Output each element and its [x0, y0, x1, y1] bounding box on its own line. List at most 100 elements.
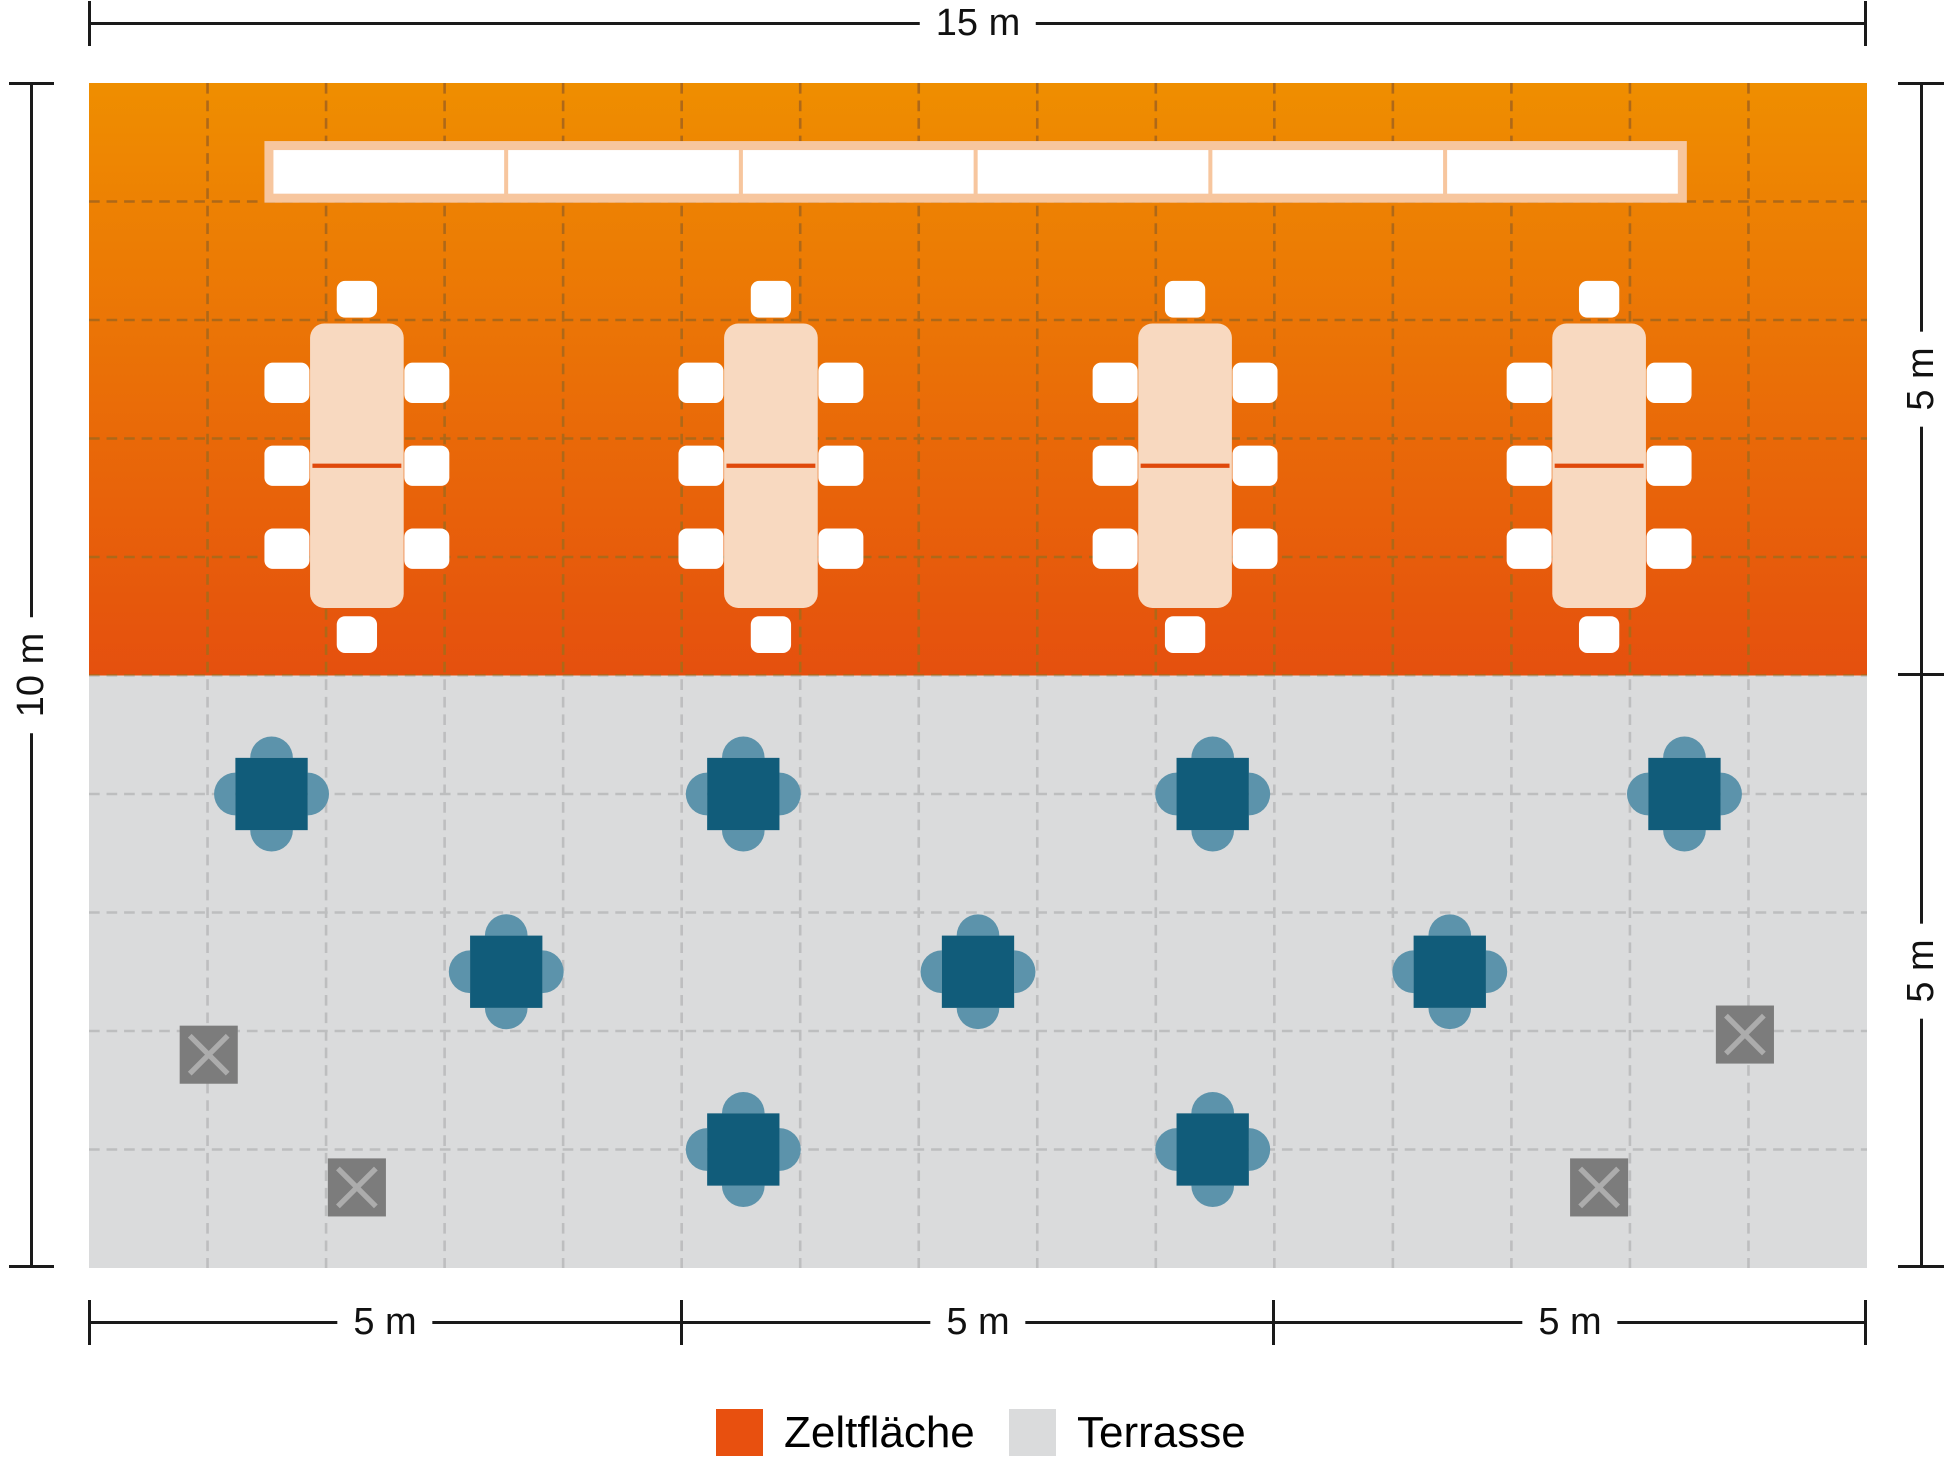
banquet-chair-right [1646, 528, 1692, 569]
dim-left-tick-top [9, 82, 54, 85]
terrace-table-group [685, 1092, 801, 1207]
dim-left-tick-bottom [9, 1265, 54, 1268]
floor-marker [327, 1158, 386, 1217]
floor-marker [1570, 1158, 1629, 1217]
banquet-chair-top [1164, 280, 1206, 318]
terrace-chair-left [448, 950, 471, 994]
dim-bottom-label-3: 5 m [1522, 1301, 1618, 1345]
banquet-chair-bottom [750, 616, 792, 653]
banquet-chair-bottom [1578, 616, 1620, 653]
banquet-table-group [1506, 280, 1692, 653]
banquet-chair-bottom [1164, 616, 1206, 653]
terrace-chair-top [484, 914, 528, 936]
terrace-table-group [685, 736, 801, 852]
legend-label-zeltflaeche: Zeltfläche [784, 1407, 975, 1457]
terrace-chair-bottom [1663, 830, 1706, 852]
terrace-chair-top [250, 736, 293, 758]
banquet-chair-right [1232, 362, 1278, 403]
terrace-chair-top [1191, 736, 1235, 758]
banquet-table-group [264, 280, 450, 653]
banquet-chair-right [818, 528, 864, 569]
terrace-chair-bottom [721, 1185, 765, 1207]
terrace-chair-top [1663, 736, 1706, 758]
banquet-chair-right [818, 362, 864, 403]
banquet-chair-right [818, 445, 864, 486]
banquet-table-group [678, 280, 864, 653]
dim-right-label-top: 5 m [1900, 331, 1944, 427]
banquet-chair-left [264, 445, 310, 486]
banquet-chair-left [1092, 445, 1138, 486]
terrace-chair-left [1626, 772, 1649, 816]
banquet-chair-top [1578, 280, 1620, 318]
terrace-table [1413, 935, 1486, 1008]
banquet-chair-bottom [336, 616, 378, 653]
banquet-chair-right [404, 362, 450, 403]
terrace-chair-right [779, 772, 801, 816]
banquet-chair-left [1506, 445, 1552, 486]
dim-right-tick-top [1898, 82, 1944, 85]
terrace-chair-right [307, 772, 330, 816]
terrace-chair-right [542, 950, 564, 994]
terrace-chair-bottom [484, 1007, 528, 1030]
legend-item-terrasse: Terrasse [1009, 1409, 1246, 1456]
terrace-chair-left [1155, 772, 1177, 816]
terrace-chair-bottom [1191, 830, 1235, 852]
terrace-table [470, 935, 543, 1008]
floor-marker-x [187, 1033, 230, 1076]
dim-bottom-label-1: 5 m [337, 1301, 433, 1345]
terrace-table-group [1155, 736, 1271, 852]
banquet-chair-left [1506, 362, 1552, 403]
terrace-table-group [920, 914, 1036, 1030]
dim-right-label-bottom: 5 m [1900, 923, 1944, 1019]
terrace-table-group [1155, 1092, 1271, 1207]
terrace-chair-top [1191, 1092, 1235, 1114]
terrace-chair-bottom [250, 830, 293, 852]
terrace-chair-left [685, 772, 708, 816]
banquet-chair-left [1092, 362, 1138, 403]
banquet-chair-right [1232, 528, 1278, 569]
terrace-chair-right [1248, 1128, 1271, 1171]
terrace-chair-bottom [1428, 1007, 1472, 1030]
legend-label-terrasse: Terrasse [1077, 1407, 1246, 1457]
terrace-chair-top [721, 736, 765, 758]
legend-item-zeltflaeche: Zeltfläche [716, 1409, 975, 1456]
dim-right-tick-middle [1898, 673, 1944, 676]
banquet-chair-top [750, 280, 792, 318]
terrace-chair-left [920, 950, 942, 994]
terrace-table [1176, 757, 1249, 831]
dim-bottom-tick-4 [1864, 1300, 1867, 1345]
banquet-chair-left [678, 362, 724, 403]
terrace-chair-left [214, 772, 236, 816]
terrace-table-group [1626, 736, 1742, 852]
legend-swatch-terrasse [1009, 1409, 1056, 1456]
terrace-table-group [448, 914, 564, 1030]
banquet-table-group [1092, 280, 1278, 653]
terrace-table [941, 935, 1015, 1008]
terrace-chair-bottom [1191, 1185, 1235, 1207]
terrace-chair-top [721, 1092, 765, 1114]
terrace-chair-right [779, 1128, 801, 1171]
terrace-table [1176, 1113, 1249, 1186]
banquet-chair-left [264, 362, 310, 403]
buffet-counter-segment [742, 150, 974, 194]
terrace-chair-left [1155, 1128, 1177, 1171]
terrace-table [707, 1113, 780, 1186]
buffet-counter-segment [1212, 150, 1444, 194]
banquet-chair-left [678, 445, 724, 486]
terrace-table [1648, 757, 1721, 831]
floor-marker [179, 1025, 238, 1084]
floor-plan [89, 83, 1867, 1268]
banquet-chair-left [264, 528, 310, 569]
legend-swatch-zeltflaeche [716, 1409, 763, 1456]
dim-left-label: 10 m [10, 616, 54, 734]
buffet-counter-segment [508, 150, 739, 194]
dim-right-tick-bottom [1898, 1265, 1944, 1268]
banquet-chair-right [404, 528, 450, 569]
dim-top-tick-right [1864, 1, 1867, 46]
terrace-chair-top [956, 914, 1000, 936]
terrace-chair-right [1248, 772, 1271, 816]
floor-marker-x [1578, 1166, 1620, 1209]
banquet-chair-right [404, 445, 450, 486]
buffet-counter [264, 141, 1687, 203]
terrace-chair-right [1485, 950, 1508, 994]
